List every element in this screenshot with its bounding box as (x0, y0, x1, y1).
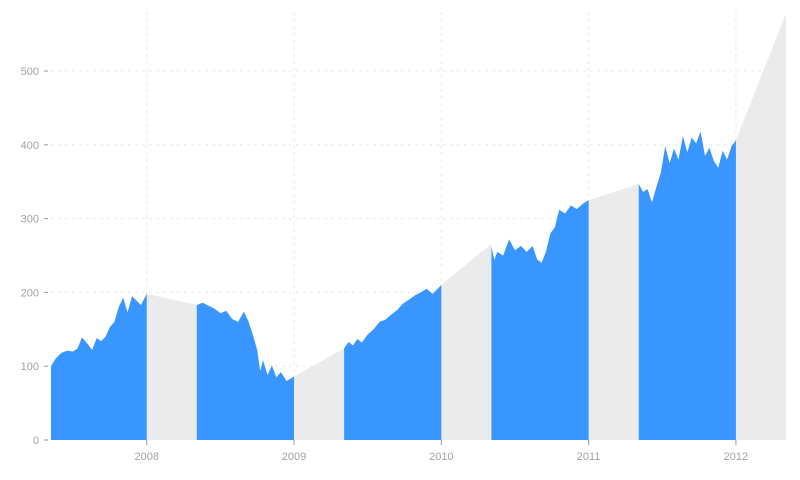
gap-area-4 (588, 183, 639, 440)
gap-area-3 (441, 243, 492, 440)
y-tick-label-500: 500 (21, 66, 39, 78)
series-area-segment-2 (196, 302, 295, 440)
y-tick-label-0: 0 (33, 435, 39, 447)
x-tick-label-2008: 2008 (134, 451, 158, 463)
grid (51, 12, 786, 440)
series-area-segment-5 (638, 131, 736, 440)
axes: 0 100 200 300 400 500 2008 2009 2010 2011 2012 (21, 66, 749, 463)
gap-area-1 (146, 293, 197, 440)
y-tick-label-300: 300 (21, 214, 39, 226)
y-tick-label-100: 100 (21, 361, 39, 373)
gap-areas (146, 13, 786, 441)
series-area-segment-1 (51, 293, 147, 440)
x-tick-label-2011: 2011 (577, 451, 601, 463)
gap-area-5 (735, 13, 786, 441)
gap-area-2 (294, 348, 345, 440)
x-tick-label-2012: 2012 (724, 451, 748, 463)
x-tick-label-2010: 2010 (429, 451, 453, 463)
y-tick-label-400: 400 (21, 140, 39, 152)
y-tick-label-200: 200 (21, 287, 39, 299)
series-area-segment-4 (491, 200, 589, 440)
x-tick-label-2009: 2009 (282, 451, 306, 463)
series-areas (51, 131, 736, 440)
series-area-segment-3 (344, 285, 442, 440)
